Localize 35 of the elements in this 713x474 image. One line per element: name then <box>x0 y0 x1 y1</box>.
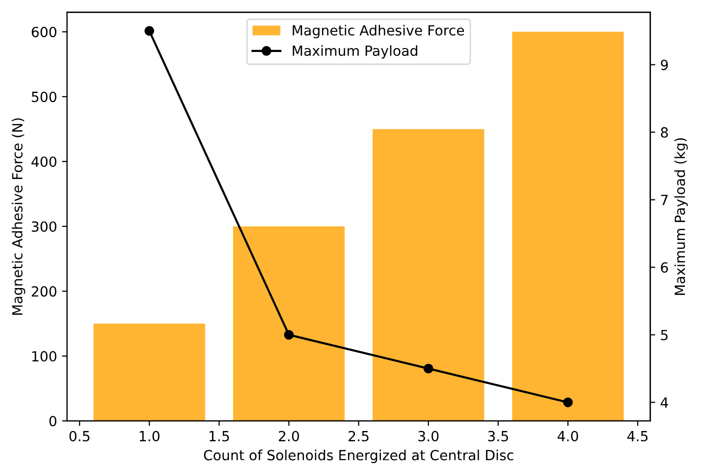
y2-tick-label: 6 <box>660 262 668 273</box>
point <box>563 397 573 408</box>
legend-label: Magnetic Adhesive Force <box>292 24 464 38</box>
x-tick-label: 4.5 <box>627 431 648 442</box>
y-tick-label: 100 <box>32 351 56 362</box>
y-tick-label: 500 <box>32 92 56 102</box>
bar <box>233 226 345 421</box>
x-tick-label: 1.0 <box>140 430 160 442</box>
y-tick-label: 300 <box>32 221 56 232</box>
legend-label: Maximum Payload <box>292 45 418 59</box>
bar <box>94 324 206 421</box>
x-axis-title: Count of Solenoids Energized at Central Disc <box>204 450 514 464</box>
y2-tick-label: 7 <box>661 194 668 206</box>
point <box>284 330 294 340</box>
x-tick-label: 4.0 <box>558 430 578 442</box>
y-tick-label: 400 <box>31 156 56 167</box>
point <box>424 364 434 374</box>
y-axis-title: Magnetic Adhesive Force (N) <box>12 118 26 315</box>
y2-axis-title: Maximum Payload (kg) <box>674 138 688 295</box>
y2-tick-label: 9 <box>660 60 668 70</box>
x-tick-label: 2.5 <box>348 430 368 442</box>
y-tick-label: 0 <box>49 416 56 426</box>
x-tick-label: 1.5 <box>210 431 229 442</box>
y-tick-label: 200 <box>32 286 56 297</box>
point <box>144 26 154 36</box>
y2-tick-label: 5 <box>661 330 668 340</box>
y-tick-label: 600 <box>32 26 56 38</box>
x-tick-label: 0.5 <box>69 430 90 442</box>
x-tick-label: 3.0 <box>418 430 439 442</box>
y2-tick-label: 4 <box>660 397 668 408</box>
bar <box>512 32 624 421</box>
y2-tick-label: 8 <box>660 127 668 138</box>
x-tick-label: 3.5 <box>488 430 508 442</box>
x-tick-label: 2.0 <box>278 430 299 442</box>
bar <box>372 129 484 421</box>
